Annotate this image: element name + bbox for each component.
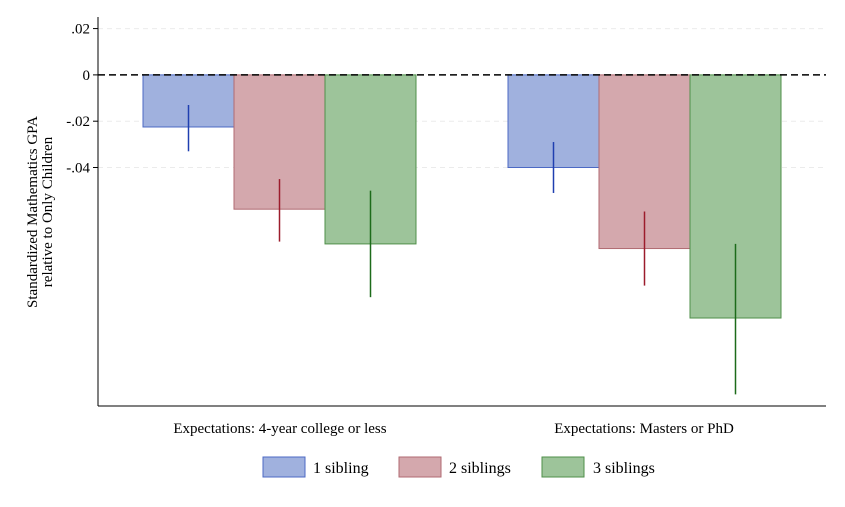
y-axis-title-line-2: relative to Only Children bbox=[40, 136, 56, 287]
y-tick-label: -.04 bbox=[66, 161, 90, 177]
y-axis-title-line-1: Standardized Mathematics GPA bbox=[25, 116, 41, 308]
category-labels: Expectations: 4-year college or less Expe… bbox=[173, 421, 734, 437]
y-ticks: .02 0 -.02 -.04 bbox=[66, 22, 98, 177]
legend-label: 2 siblings bbox=[449, 460, 511, 477]
y-tick-label: .02 bbox=[71, 22, 90, 38]
bars bbox=[142, 74, 782, 319]
category-label: Expectations: Masters or PhD bbox=[554, 421, 734, 437]
legend-swatch bbox=[541, 456, 585, 478]
category-label: Expectations: 4-year college or less bbox=[173, 421, 386, 437]
legend-swatch bbox=[398, 456, 442, 478]
y-axis-title: Standardized Mathematics GPA relative to… bbox=[25, 116, 56, 308]
y-tick-label: 0 bbox=[83, 68, 91, 84]
legend: 1 sibling 2 siblings 3 siblings bbox=[262, 456, 655, 478]
y-tick-label: -.02 bbox=[66, 114, 90, 130]
legend-label: 3 siblings bbox=[593, 460, 655, 477]
legend-swatch bbox=[262, 456, 306, 478]
error-bars bbox=[187, 104, 737, 395]
legend-label: 1 sibling bbox=[313, 460, 369, 477]
